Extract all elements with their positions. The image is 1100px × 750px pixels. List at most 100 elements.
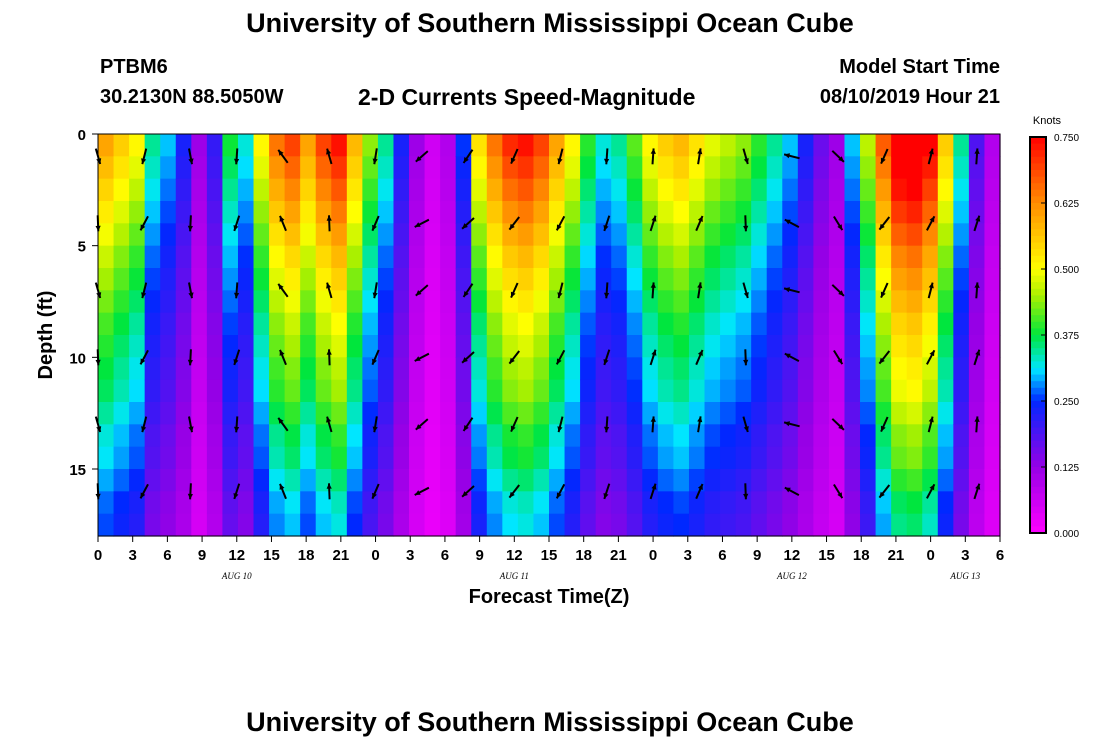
- heatmap-cell: [580, 134, 597, 157]
- heatmap-cell: [393, 312, 410, 336]
- heatmap-cell: [517, 178, 535, 202]
- heatmap-cell: [875, 446, 892, 470]
- current-vector: [139, 349, 149, 365]
- heatmap-cell: [253, 357, 270, 381]
- heatmap-cell: [595, 156, 612, 180]
- vector-head: [743, 426, 749, 432]
- heatmap-cell: [891, 491, 908, 515]
- current-vector: [743, 483, 749, 500]
- heatmap-cell: [237, 357, 255, 381]
- colorbar-segment: [1030, 335, 1046, 343]
- heatmap-cell: [393, 178, 410, 202]
- heatmap-cell: [98, 290, 115, 314]
- heatmap-cell: [393, 402, 410, 425]
- vector-head: [603, 359, 609, 365]
- heatmap-cell: [891, 312, 908, 336]
- heatmap-cell: [937, 156, 954, 180]
- heatmap-cell: [331, 491, 348, 515]
- colorbar-segment: [1030, 255, 1046, 263]
- current-vector: [831, 150, 845, 163]
- heatmap-cell: [393, 469, 410, 492]
- heatmap-cell: [813, 201, 830, 224]
- heatmap-cell: [642, 357, 659, 381]
- heatmap-cell: [98, 357, 115, 381]
- current-vector: [650, 282, 656, 299]
- current-vector: [233, 349, 241, 366]
- heatmap-cell: [657, 245, 675, 269]
- heatmap-cell: [549, 312, 566, 336]
- heatmap-cell: [875, 335, 892, 358]
- heatmap-cell: [922, 446, 939, 470]
- current-vector: [833, 215, 844, 231]
- heatmap-cell: [206, 424, 224, 448]
- heatmap-cell: [346, 312, 363, 336]
- heatmap-cell: [860, 290, 877, 314]
- heatmap-cell: [844, 312, 861, 336]
- colorbar-tick-label: 0.000: [1054, 529, 1079, 540]
- heatmap-cell: [673, 178, 690, 202]
- heatmap-cell: [440, 223, 457, 247]
- colorbar-segment: [1030, 447, 1046, 455]
- heatmap-cell: [409, 424, 426, 448]
- heatmap-cells: [98, 134, 1001, 537]
- current-vector: [831, 284, 845, 297]
- vector-head: [697, 148, 703, 155]
- heatmap-cell: [517, 290, 535, 314]
- date-label: AUG 12: [776, 571, 807, 581]
- heatmap-cell: [968, 312, 986, 336]
- vector-head: [880, 157, 886, 164]
- heatmap-cell: [720, 312, 737, 336]
- heatmap-cell: [502, 268, 519, 291]
- heatmap-cell: [953, 156, 970, 180]
- heatmap-cell: [160, 446, 177, 470]
- heatmap-cell: [409, 357, 426, 381]
- heatmap-cell: [751, 335, 768, 358]
- heatmap-cell: [704, 201, 721, 224]
- heatmap-cell: [906, 335, 923, 358]
- heatmap-cell: [549, 178, 566, 202]
- heatmap-cell: [642, 134, 659, 157]
- x-tick-label: 18: [853, 547, 870, 564]
- heatmap-cell: [704, 469, 721, 492]
- heatmap-cell: [688, 223, 706, 247]
- vector-head: [326, 416, 332, 423]
- heatmap-cell: [626, 357, 643, 381]
- heatmap-cell: [751, 469, 768, 492]
- heatmap-cell: [688, 268, 706, 291]
- heatmap-cell: [984, 379, 1001, 403]
- heatmap-cell: [502, 513, 519, 537]
- x-tick-label: 12: [784, 547, 801, 564]
- heatmap-cell: [735, 424, 752, 448]
- current-vector: [279, 349, 287, 366]
- heatmap-cell: [502, 491, 519, 515]
- current-vector: [555, 215, 566, 231]
- heatmap-cell: [782, 290, 799, 314]
- heatmap-cell: [828, 446, 846, 470]
- vector-head: [697, 416, 703, 423]
- heatmap-cell: [922, 156, 939, 180]
- current-vector: [557, 282, 564, 299]
- current-vector: [326, 483, 332, 500]
- heatmap-cell: [222, 446, 239, 470]
- heatmap-cell: [253, 268, 270, 291]
- heatmap-cell: [813, 446, 830, 470]
- heatmap-cell: [564, 469, 581, 492]
- heatmap-cell: [331, 178, 348, 202]
- heatmap-cell: [331, 312, 348, 336]
- colorbar-segment: [1030, 440, 1046, 448]
- heatmap-cell: [471, 134, 488, 157]
- current-vector: [603, 215, 611, 232]
- current-vector: [880, 416, 889, 433]
- heatmap-cell: [642, 424, 659, 448]
- vector-head: [141, 426, 147, 433]
- vector-head: [743, 493, 749, 500]
- heatmap-cell: [129, 290, 146, 314]
- heatmap-cell: [642, 312, 659, 336]
- heatmap-cell: [844, 290, 861, 314]
- heatmap-cell: [984, 469, 1001, 492]
- heatmap-cell: [206, 134, 224, 157]
- colorbar-segment: [1030, 519, 1046, 527]
- heatmap-cell: [735, 402, 752, 425]
- heatmap-cell: [502, 335, 519, 358]
- heatmap-cell: [377, 424, 395, 448]
